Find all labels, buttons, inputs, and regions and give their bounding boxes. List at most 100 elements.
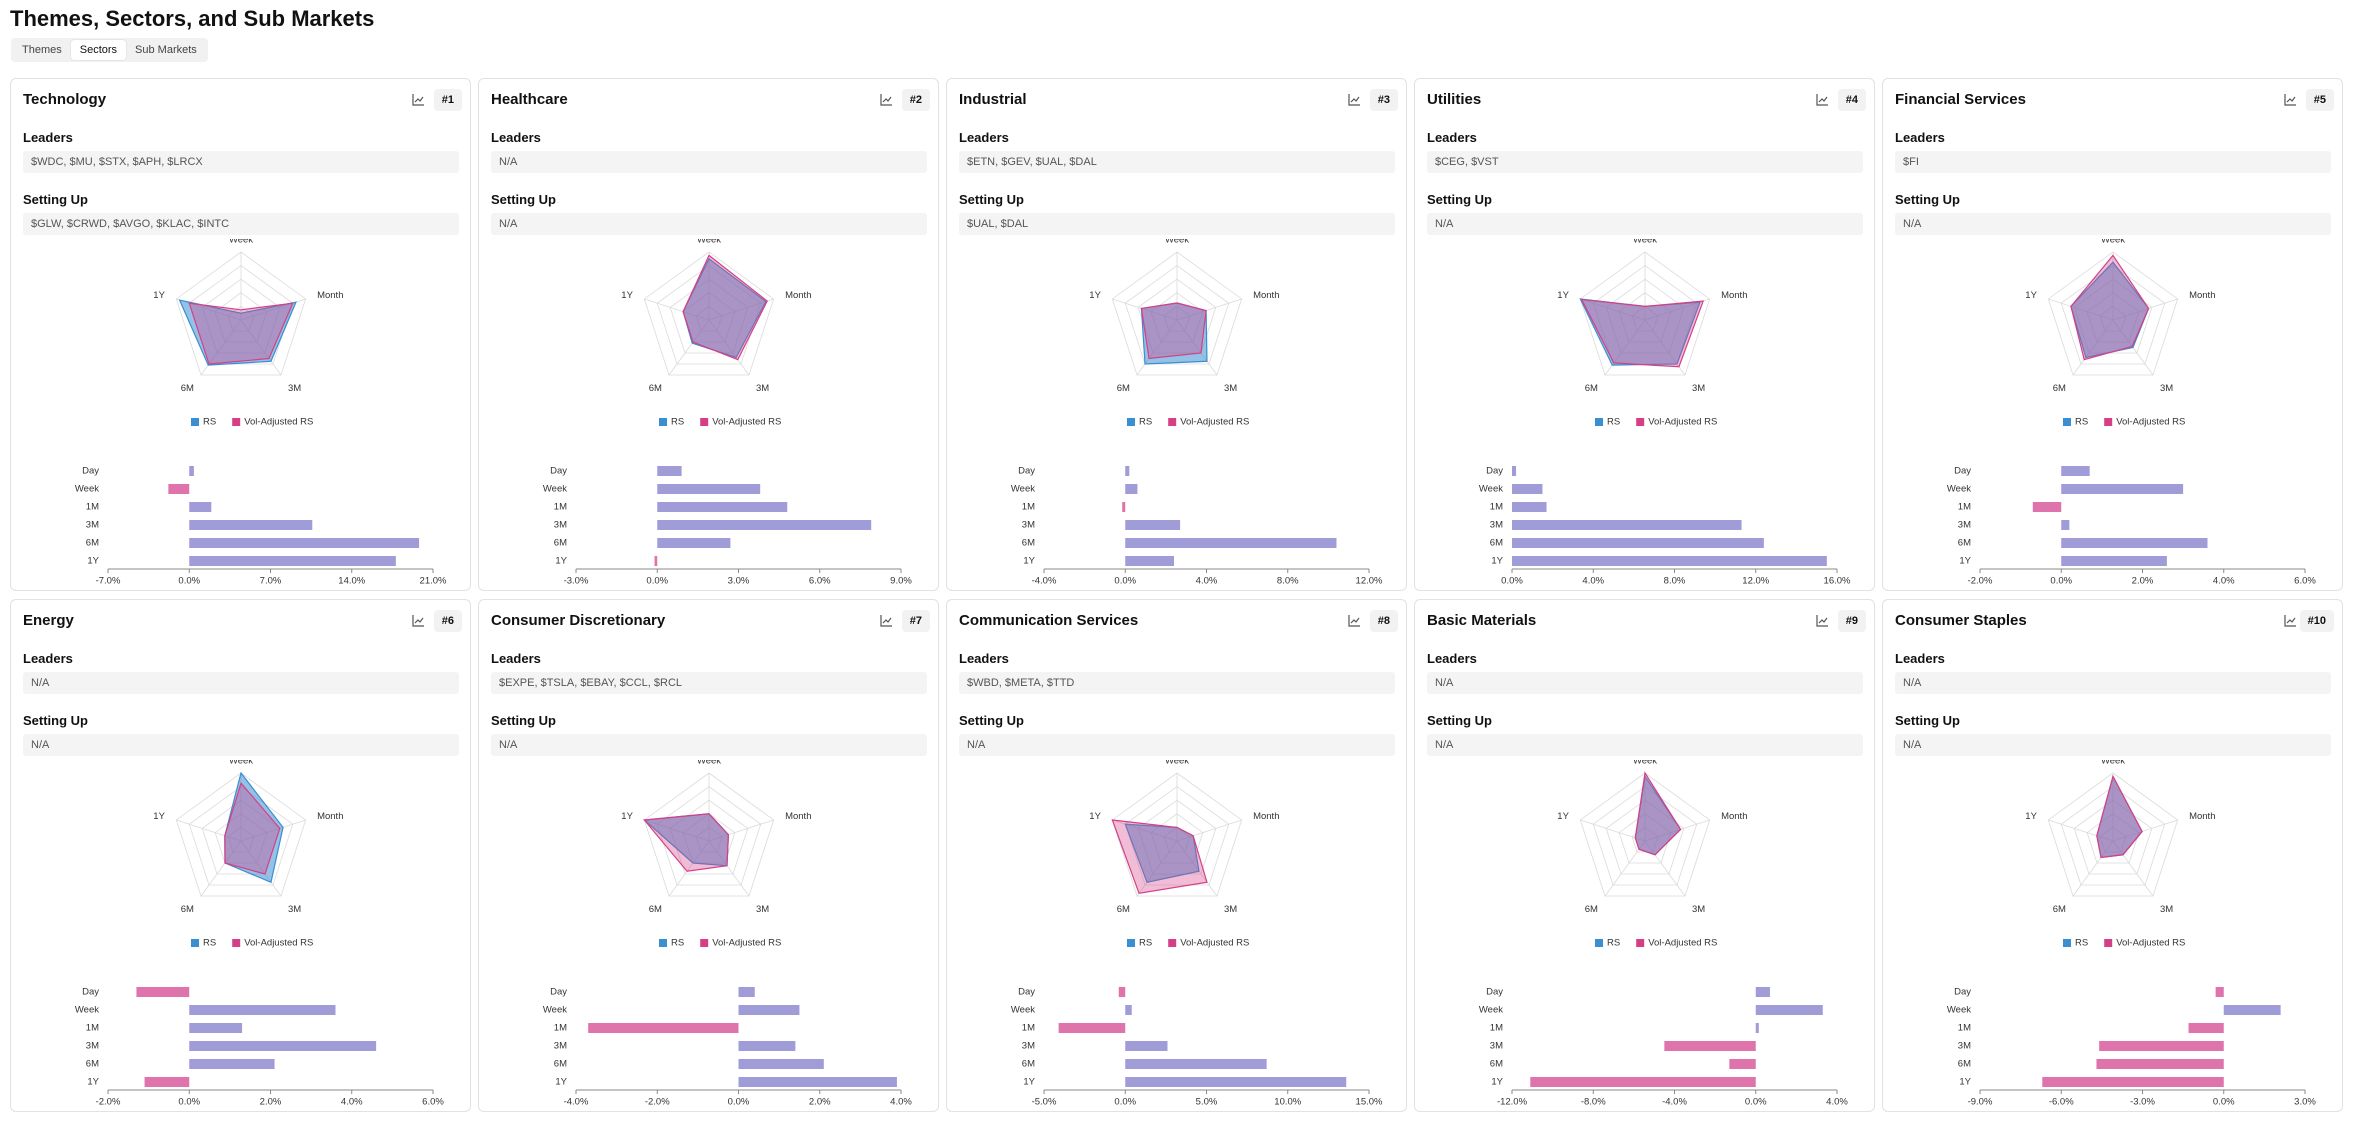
charts: Week Month 3M 6M 1Y RS Vol-Adjusted RS -5.0% 0.0… bbox=[1011, 760, 1383, 1108]
charts: Week Month 3M 6M 1Y RS Vol-Adjusted RS -2.0% 0.0… bbox=[75, 760, 445, 1108]
x-tick-label: 4.0% bbox=[1582, 576, 1604, 587]
leaders-box: N/A bbox=[491, 151, 927, 173]
icon-shape bbox=[1816, 94, 1828, 106]
chart-icon[interactable] bbox=[2283, 93, 2297, 107]
legend-label[interactable]: RS bbox=[1139, 417, 1152, 428]
legend-label[interactable]: Vol-Adjusted RS bbox=[1648, 417, 1717, 428]
legend-label[interactable]: Vol-Adjusted RS bbox=[1180, 938, 1249, 949]
x-tick-label: 0.0% bbox=[1114, 1097, 1136, 1108]
chart-icon[interactable] bbox=[1347, 93, 1361, 107]
x-tick-label: 12.0% bbox=[1742, 576, 1769, 587]
chart-icon[interactable] bbox=[1347, 614, 1361, 628]
bar bbox=[189, 520, 313, 530]
radar-axis-label: 1Y bbox=[2025, 290, 2037, 301]
x-tick-label: 0.0% bbox=[1114, 576, 1136, 587]
bar bbox=[1122, 502, 1126, 512]
setting-up-box: N/A bbox=[491, 213, 927, 235]
bar bbox=[588, 1023, 739, 1033]
chart-icon[interactable] bbox=[879, 93, 893, 107]
legend-label[interactable]: RS bbox=[2075, 417, 2088, 428]
radar-axis-label: Month bbox=[1253, 811, 1279, 822]
x-tick-label: 12.0% bbox=[1356, 576, 1383, 587]
bar bbox=[2215, 987, 2224, 997]
tab[interactable]: Sectors bbox=[70, 40, 127, 60]
x-tick-label: 16.0% bbox=[1824, 576, 1851, 587]
chart-icon[interactable] bbox=[1815, 614, 1829, 628]
bar-category-label: 1Y bbox=[87, 1077, 99, 1088]
radar-spoke bbox=[1580, 819, 1646, 842]
legend-label[interactable]: Vol-Adjusted RS bbox=[712, 938, 781, 949]
sector-name: Industrial bbox=[959, 91, 1027, 108]
tab[interactable]: Themes bbox=[22, 44, 62, 56]
legend-label[interactable]: RS bbox=[1607, 938, 1620, 949]
tab[interactable]: Sub Markets bbox=[135, 44, 197, 56]
x-tick-label: 0.0% bbox=[728, 1097, 750, 1108]
x-tick-label: 0.0% bbox=[178, 576, 200, 587]
legend-label[interactable]: RS bbox=[203, 417, 216, 428]
bar bbox=[189, 556, 396, 566]
legend-label[interactable]: RS bbox=[671, 938, 684, 949]
legend-label[interactable]: Vol-Adjusted RS bbox=[712, 417, 781, 428]
x-tick-label: 4.0% bbox=[1196, 576, 1218, 587]
legend-label[interactable]: Vol-Adjusted RS bbox=[2116, 417, 2185, 428]
legend-swatch bbox=[1595, 939, 1603, 947]
setting-up-label: Setting Up bbox=[1895, 192, 1960, 207]
setting-up-label: Setting Up bbox=[491, 192, 556, 207]
charts: Week Month 3M 6M 1Y RS Vol-Adjusted RS -3.0% 0.0… bbox=[543, 239, 913, 587]
legend-label[interactable]: RS bbox=[1139, 938, 1152, 949]
charts: Week Month 3M 6M 1Y RS Vol-Adjusted RS -9.0% -6.… bbox=[1947, 760, 2317, 1108]
bar-category-label: 1Y bbox=[1023, 1077, 1035, 1088]
legend-label[interactable]: Vol-Adjusted RS bbox=[1180, 417, 1249, 428]
radar-series bbox=[2070, 254, 2150, 361]
legend-swatch bbox=[1127, 418, 1135, 426]
chart-icon[interactable] bbox=[879, 614, 893, 628]
bar bbox=[2061, 466, 2090, 476]
x-tick-label: -4.0% bbox=[1032, 576, 1057, 587]
radar-series bbox=[1111, 819, 1208, 894]
chart-icon[interactable] bbox=[1815, 93, 1829, 107]
legend-label[interactable]: Vol-Adjusted RS bbox=[2116, 938, 2185, 949]
icon-shape bbox=[1816, 615, 1828, 627]
x-tick-label: 6.0% bbox=[422, 1097, 444, 1108]
legend-label[interactable]: Vol-Adjusted RS bbox=[244, 417, 313, 428]
setting-up-box: N/A bbox=[1895, 213, 2331, 235]
bar-category-label: 3M bbox=[1490, 1041, 1503, 1052]
rank-badge: #9 bbox=[1837, 610, 1866, 632]
radar-axis-label: 6M bbox=[181, 904, 194, 915]
x-tick-label: 0.0% bbox=[1745, 1097, 1767, 1108]
radar-ring bbox=[1124, 786, 1230, 886]
legend-label[interactable]: Vol-Adjusted RS bbox=[244, 938, 313, 949]
bar-category-label: 1Y bbox=[1959, 556, 1971, 567]
bar bbox=[189, 538, 420, 548]
sector-name: Consumer Discretionary bbox=[491, 612, 666, 629]
legend-label[interactable]: RS bbox=[1607, 417, 1620, 428]
chart-icon[interactable] bbox=[411, 93, 425, 107]
bar-category-label: 1Y bbox=[555, 1077, 567, 1088]
legend-label[interactable]: RS bbox=[671, 417, 684, 428]
radar-axis-label: Month bbox=[317, 290, 343, 301]
leaders-label: Leaders bbox=[491, 651, 541, 666]
legend-label[interactable]: RS bbox=[203, 938, 216, 949]
bar-category-label: Week bbox=[543, 484, 567, 495]
rank-badge: #5 bbox=[2305, 89, 2334, 111]
bar-category-label: 1M bbox=[1022, 502, 1035, 513]
bar-category-label: 3M bbox=[1022, 520, 1035, 531]
x-tick-label: 10.0% bbox=[1274, 1097, 1301, 1108]
bar bbox=[168, 484, 190, 494]
radar-ring bbox=[188, 265, 294, 365]
chart-icon[interactable] bbox=[2283, 614, 2297, 628]
leaders-box: N/A bbox=[1895, 672, 2331, 694]
legend-label[interactable]: RS bbox=[2075, 938, 2088, 949]
chart-icon[interactable] bbox=[411, 614, 425, 628]
x-tick-label: 0.0% bbox=[646, 576, 668, 587]
setting-up-label: Setting Up bbox=[959, 713, 1024, 728]
radar-ring bbox=[1579, 772, 1711, 897]
legend-swatch bbox=[2063, 418, 2071, 426]
radar-ring bbox=[1579, 251, 1711, 376]
legend-swatch bbox=[659, 418, 667, 426]
bar-category-label: Week bbox=[543, 1005, 567, 1016]
bar-category-label: 3M bbox=[1958, 520, 1971, 531]
setting-up-box: N/A bbox=[1427, 734, 1863, 756]
legend-label[interactable]: Vol-Adjusted RS bbox=[1648, 938, 1717, 949]
